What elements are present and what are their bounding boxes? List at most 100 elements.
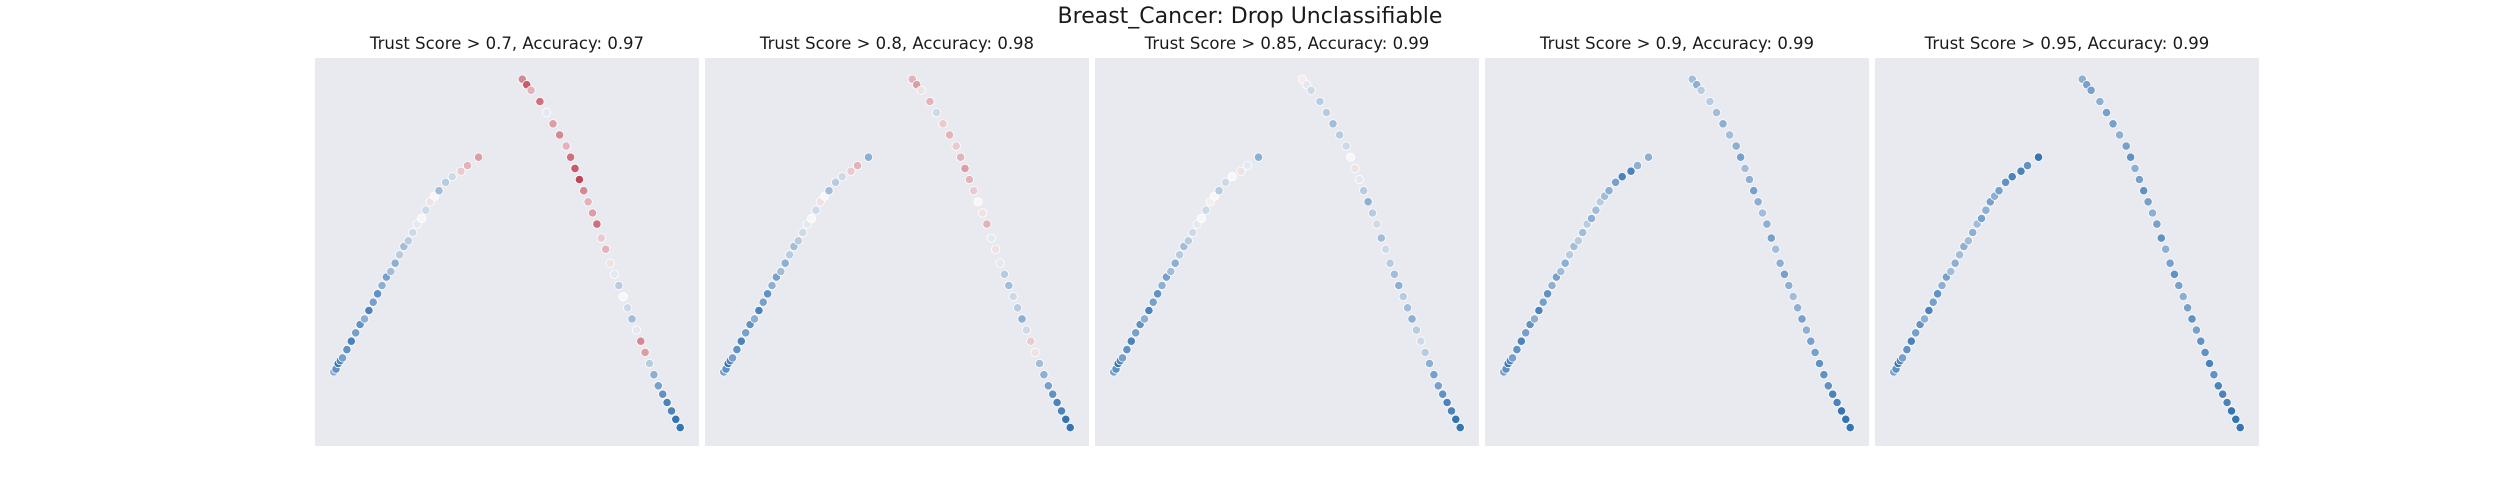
scatter-point <box>1937 280 1947 291</box>
scatter-point <box>1398 292 1408 302</box>
scatter-point <box>973 197 983 207</box>
scatter-point <box>776 266 786 277</box>
scatter-point <box>644 358 655 369</box>
scatter-point <box>2191 325 2201 335</box>
scatter-point <box>1560 258 1570 268</box>
scatter-plot <box>1109 74 1465 433</box>
scatter-point <box>977 208 988 218</box>
scatter-point <box>1012 303 1023 313</box>
scatter-point <box>956 152 966 162</box>
scatter-point <box>1052 397 1062 408</box>
scatter-point <box>1771 244 1781 254</box>
scatter-point <box>1144 305 1154 316</box>
scatter-plot <box>1889 74 2245 433</box>
scatter-point <box>1749 186 1759 196</box>
scatter-point <box>473 152 484 162</box>
scatter-point <box>2222 397 2232 408</box>
scatter-point <box>1950 258 1960 268</box>
scatter-plot <box>719 74 1075 433</box>
scatter-point <box>1354 174 1364 185</box>
scatter-point <box>2121 141 2131 151</box>
scatter-point <box>1429 370 1439 380</box>
scatter-point <box>640 347 650 357</box>
scatter-point <box>831 177 841 187</box>
scatter-point <box>416 213 427 224</box>
scatter-point <box>342 344 352 355</box>
scatter-point <box>969 186 979 196</box>
scatter-point <box>1315 96 1325 107</box>
scatter-point <box>1753 197 1763 207</box>
scatter-point <box>2134 174 2144 185</box>
scatter-point <box>1946 266 1956 277</box>
scatter-point <box>749 314 760 324</box>
scatter-point <box>1424 358 1435 369</box>
scatter-point <box>1565 250 1575 260</box>
scatter-point <box>421 205 431 215</box>
scatter-point <box>1507 353 1518 363</box>
scatter-point <box>351 328 361 338</box>
scatter-point <box>2143 197 2153 207</box>
scatter-point <box>852 161 863 171</box>
scatter-point <box>2174 280 2184 291</box>
scatter-point <box>1736 152 1746 162</box>
scatter-point <box>2001 177 2011 187</box>
scatter-point <box>2218 389 2228 399</box>
scatter-point <box>1836 406 1847 416</box>
scatter-point <box>1711 107 1722 118</box>
scatter-point <box>2007 172 2017 182</box>
scatter-point <box>1617 172 1627 182</box>
scatter-point <box>658 389 668 399</box>
scatter-point <box>1183 236 1193 246</box>
scatter-panel <box>1875 58 2259 446</box>
scatter-point <box>1976 213 1987 224</box>
scatter-point <box>1928 297 1938 307</box>
scatter-point <box>798 227 808 238</box>
scatter-point <box>1126 336 1136 346</box>
scatter-point <box>1253 152 1264 162</box>
scatter-panel <box>1095 58 1479 446</box>
scatter-point <box>1455 422 1465 433</box>
scatter-point <box>1446 406 1457 416</box>
scatter-point <box>1043 381 1053 391</box>
scatter-point <box>535 96 545 107</box>
scatter-point <box>1065 422 1075 433</box>
scatter-point <box>346 336 356 346</box>
scatter-point <box>2196 336 2206 346</box>
scatter-point <box>1411 325 1421 335</box>
scatter-point <box>1372 219 1382 229</box>
scatter-point <box>1122 344 1132 355</box>
scatter-point <box>1433 381 1443 391</box>
scatter-point <box>1779 269 1789 279</box>
scatter-point <box>1026 336 1036 346</box>
scatter-point <box>2213 381 2223 391</box>
scatter-point <box>1529 314 1540 324</box>
scatter-point <box>1828 389 1838 399</box>
scatter-point <box>386 266 396 277</box>
scatter-point <box>2187 314 2197 324</box>
scatter-point <box>811 205 821 215</box>
scatter-point <box>1521 328 1531 338</box>
scatter-point <box>806 213 817 224</box>
scatter-point <box>925 96 935 107</box>
scatter-point <box>736 336 746 346</box>
scatter-point <box>1039 370 1049 380</box>
scatter-point <box>1227 172 1237 182</box>
scatter-panel <box>705 58 1089 446</box>
scatter-point <box>1718 119 1728 129</box>
scatter-point <box>995 258 1005 268</box>
scatter-point <box>1512 344 1522 355</box>
scatter-point <box>555 130 565 140</box>
scatter-point <box>548 119 558 129</box>
panel-title: Trust Score > 0.95, Accuracy: 0.99 <box>1924 34 2210 53</box>
scatter-point <box>2126 152 2136 162</box>
scatter-point <box>1705 96 1715 107</box>
scatter-point <box>1420 347 1430 357</box>
scatter-point <box>2152 219 2162 229</box>
scatter-point <box>403 236 413 246</box>
scatter-point <box>372 289 383 299</box>
scatter-point <box>982 219 992 229</box>
scatter-point <box>1367 208 1378 218</box>
scatter-point <box>1021 325 1031 335</box>
scatter-point <box>2231 414 2241 424</box>
scatter-point <box>1152 289 1163 299</box>
